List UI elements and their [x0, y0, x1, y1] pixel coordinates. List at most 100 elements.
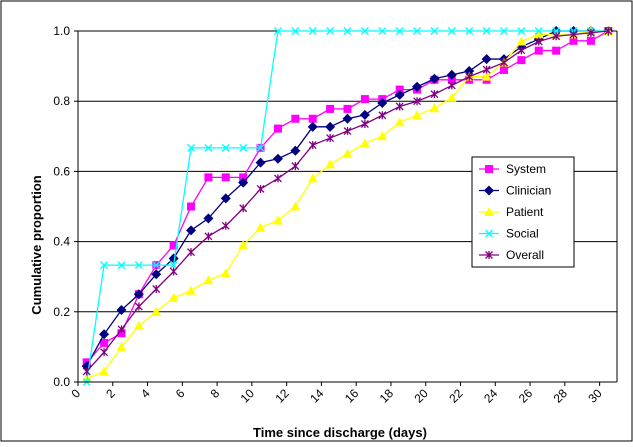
point-clinician [342, 113, 353, 124]
point-social [360, 27, 369, 35]
point-overall [447, 81, 456, 90]
point-system [534, 46, 543, 55]
point-social [134, 261, 143, 270]
point-clinician [394, 89, 405, 100]
point-overall [360, 120, 369, 129]
point-patient [360, 138, 370, 148]
point-overall [586, 28, 595, 37]
point-social [326, 27, 335, 35]
point-patient [377, 131, 388, 141]
y-tick-label: 0.2 [53, 305, 70, 319]
point-system [204, 173, 213, 182]
point-overall [187, 248, 195, 257]
point-overall [291, 162, 300, 171]
point-system [499, 65, 508, 74]
legend-item-system: System [479, 162, 546, 176]
point-social [534, 27, 543, 35]
legend-label: Social [506, 227, 539, 241]
point-clinician [238, 177, 249, 188]
point-patient [394, 117, 405, 127]
point-patient [412, 110, 422, 120]
series-overall [82, 27, 613, 376]
point-system [187, 202, 196, 211]
point-overall [517, 46, 526, 55]
point-patient [273, 215, 283, 225]
legend-label: System [506, 162, 546, 176]
point-social [239, 143, 248, 152]
point-overall [239, 204, 248, 213]
point-clinician [481, 54, 492, 65]
point-overall [604, 27, 613, 35]
legend-item-social: Social [479, 227, 539, 241]
point-social [204, 143, 213, 152]
point-social [273, 27, 282, 35]
point-overall [273, 174, 282, 183]
point-system [586, 36, 595, 45]
y-tick-label: 0.6 [53, 164, 70, 178]
point-overall [534, 37, 543, 46]
point-social [169, 261, 178, 270]
point-patient [290, 201, 301, 211]
point-patient [238, 240, 249, 250]
point-clinician [325, 121, 336, 132]
x-axis-title: Time since discharge (days) [253, 425, 427, 440]
point-clinician [307, 121, 318, 132]
point-overall [430, 90, 439, 99]
legend-item-overall: Overall [479, 248, 544, 262]
point-clinician [377, 97, 388, 108]
point-patient [151, 306, 162, 316]
point-patient [342, 148, 353, 158]
point-social [256, 143, 265, 152]
point-clinician [255, 157, 266, 168]
point-overall [82, 367, 91, 376]
point-clinician [290, 145, 301, 156]
point-overall [500, 58, 508, 67]
y-tick-label: 0.4 [53, 235, 70, 249]
legend-swatch-marker [485, 229, 493, 238]
legend: System Clinician Patient Social Overall [471, 156, 575, 268]
point-clinician [151, 269, 162, 280]
point-patient [168, 292, 179, 302]
legend-label: Overall [506, 248, 544, 262]
point-overall [413, 97, 422, 106]
point-social [221, 143, 230, 152]
point-clinician [99, 329, 110, 340]
series-patient [81, 25, 614, 383]
point-overall [152, 284, 161, 293]
point-overall [395, 102, 404, 111]
point-patient [203, 275, 214, 285]
point-patient [516, 36, 527, 46]
point-social [430, 27, 439, 35]
point-overall [326, 134, 335, 143]
series-layer [81, 25, 614, 386]
point-overall [221, 221, 230, 230]
point-social [482, 27, 491, 35]
point-system [100, 339, 109, 348]
point-social [395, 27, 404, 35]
point-social [500, 27, 508, 35]
legend-item-clinician: Clinician [479, 184, 551, 198]
y-tick-label: 1.0 [53, 24, 70, 38]
point-clinician [272, 153, 283, 164]
point-social [291, 27, 300, 35]
point-social [308, 27, 317, 35]
point-social [100, 261, 109, 270]
point-patient [99, 366, 109, 376]
point-clinician [359, 109, 370, 120]
point-overall [308, 141, 317, 150]
point-overall [465, 72, 474, 81]
point-system [291, 114, 300, 123]
point-social [187, 143, 195, 152]
point-clinician [186, 225, 197, 236]
point-patient [307, 173, 318, 183]
legend-label: Patient [506, 205, 544, 219]
point-social [152, 261, 161, 270]
point-patient [116, 341, 127, 351]
point-clinician [116, 305, 127, 316]
point-social [378, 27, 387, 35]
point-overall [569, 30, 578, 39]
point-system [517, 56, 526, 65]
point-social [517, 27, 526, 35]
point-overall [256, 184, 265, 193]
